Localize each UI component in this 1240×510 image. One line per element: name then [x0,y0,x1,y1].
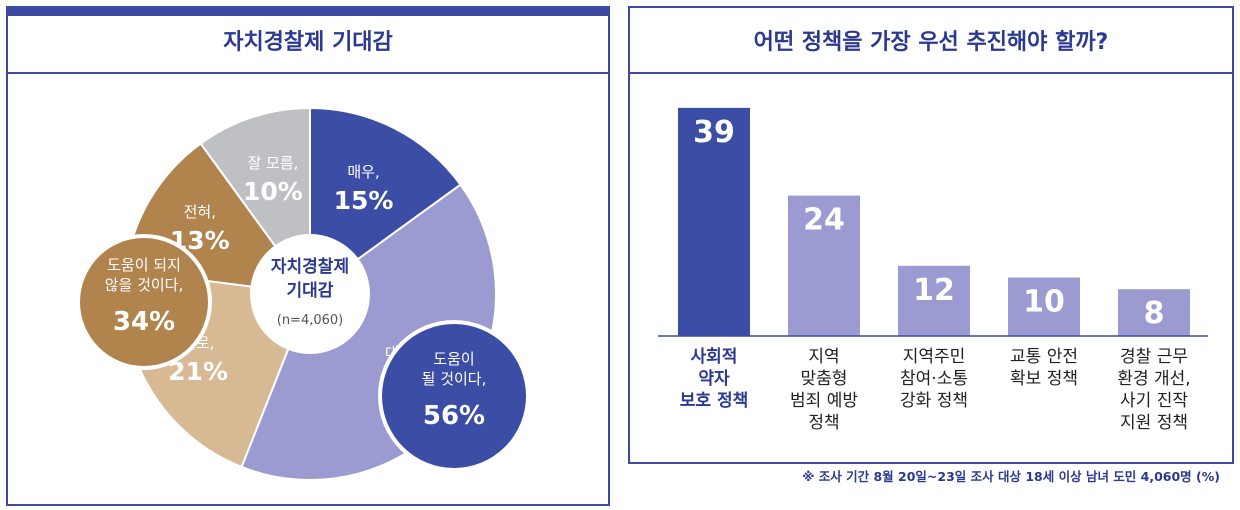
bar-value-label: 39 [693,115,735,150]
center-label-line: 기대감 [287,281,334,301]
category-label-line: 교통 안전 [1010,347,1078,367]
group-value-label: 34% [113,307,175,337]
bar [788,195,860,336]
bar-value-label: 12 [913,273,955,308]
expectation-panel: 자치경찰제 기대감 자치경찰제기대감(n=4,060)매우,15%대체로,41%… [6,6,610,506]
slice-label: 잘 모름, [247,154,298,172]
category-label-line: 참여·소통 [900,369,968,389]
category-label-line: 보호 정책 [680,391,748,411]
bar-value-label: 24 [803,203,845,238]
category-label-line: 범죄 예방 [790,391,858,411]
category-label-line: 사기 진작 [1120,391,1188,411]
group-label-line: 도움이 되지 [107,256,181,274]
panel-top-edge [6,6,610,16]
bar-chart-title: 어떤 정책을 가장 우선 추진해야 할까? [630,8,1232,74]
bar [1008,277,1080,336]
category-label-line: 사회적 [691,347,738,367]
slice-label: 전혀, [184,203,216,221]
category-label-line: 확보 정책 [1010,369,1078,389]
slice-value-label: 10% [243,177,303,206]
slice-value-label: 21% [168,357,228,386]
slice-label: 매우, [347,163,379,181]
group-label-line: 도움이 [433,350,474,368]
center-sample-size: (n=4,060) [277,313,344,328]
bar [678,107,750,336]
category-label-line: 경찰 근무 [1120,347,1188,367]
policy-priority-panel: 어떤 정책을 가장 우선 추진해야 할까? 39 사회적 약자 보호 정책 24 지역 맞춤… [628,6,1234,464]
category-label-line: 지역주민 [903,347,966,367]
group-bubble [382,324,526,468]
pie-chart: 자치경찰제기대감(n=4,060)매우,15%대체로,41%별로,21%전혀,1… [76,106,530,481]
group-value-label: 56% [423,401,485,431]
pie-chart-title: 자치경찰제 기대감 [8,8,608,74]
group-bubble [80,238,208,366]
category-label-line: 맞춤형 [801,369,848,389]
group-label-line: 될 것이다, [422,370,487,388]
bar-value-label: 10 [1023,285,1065,320]
category-label-line: 지역 [808,347,839,367]
pie-center-hole [250,234,370,354]
survey-footnote: ※ 조사 기간 8월 20일~23일 조사 대상 18세 이상 남녀 도민 4,… [802,469,1220,484]
center-label-line: 자치경찰제 [271,257,349,277]
bar [1118,289,1190,336]
category-label-line: 정책 [808,413,839,433]
bar [898,265,970,336]
category-label-line: 약자 [698,368,730,389]
category-label-line: 강화 정책 [900,391,968,411]
slice-value-label: 15% [334,186,394,215]
group-label-line: 않을 것이다, [105,276,184,294]
category-label-line: 환경 개선, [1117,369,1190,389]
bar-value-label: 8 [1144,296,1165,331]
category-label-line: 지원 정책 [1120,413,1188,433]
